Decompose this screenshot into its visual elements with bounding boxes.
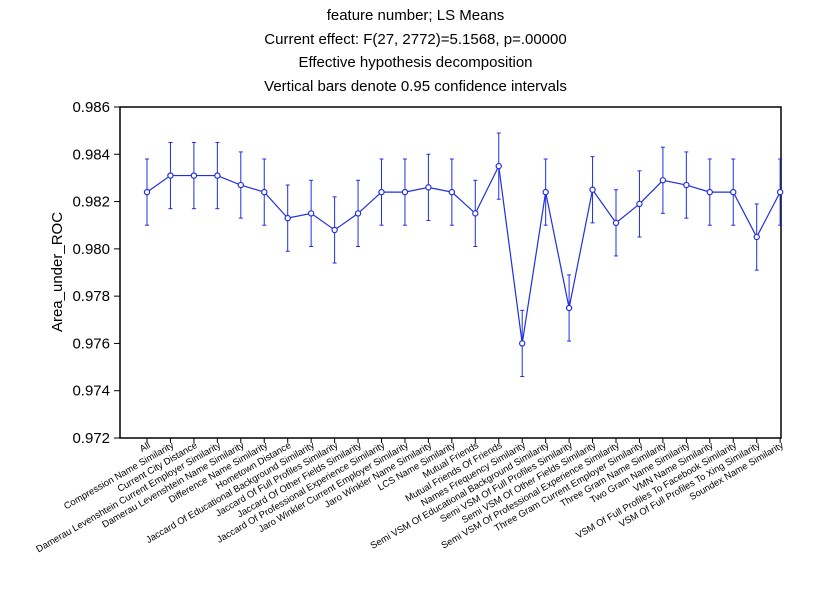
data-point: [307, 210, 315, 217]
data-point: [378, 188, 385, 196]
data-points: [143, 162, 784, 347]
data-point: [519, 340, 526, 347]
error-bars: [145, 132, 783, 378]
data-point: [589, 186, 596, 193]
chart-ci-note: Vertical bars denote 0.95 confidence int…: [264, 77, 567, 95]
data-point: [636, 200, 643, 208]
plot-frame: [119, 106, 782, 439]
data-point: [284, 214, 291, 222]
y-tick-label: 0.982: [72, 194, 110, 211]
chart-decomposition-note: Effective hypothesis decomposition: [298, 54, 533, 71]
x-tick-label: Damerau Levenshtein Current Employer Sim…: [34, 440, 223, 555]
y-tick-label: 0.976: [72, 335, 110, 352]
y-tick-label: 0.986: [72, 99, 110, 116]
data-point: [659, 177, 667, 184]
data-point: [190, 172, 198, 179]
x-tick-label: All: [138, 440, 153, 455]
chart-effect-statistic: Current effect: F(27, 2772)=5.1568, p=.0…: [264, 30, 567, 48]
y-tick-label: 0.972: [72, 430, 110, 447]
data-point: [331, 226, 338, 234]
y-tick-label: 0.978: [72, 288, 110, 305]
data-point: [261, 188, 268, 196]
data-point: [542, 188, 549, 196]
data-point: [143, 188, 151, 196]
data-point: [706, 188, 714, 196]
chart-header: feature number; LS Means Current effect:…: [0, 4, 831, 98]
data-point: [683, 181, 690, 189]
y-tick-label: 0.984: [72, 146, 110, 163]
data-point: [776, 188, 784, 196]
data-point: [448, 188, 456, 196]
y-tick-label: 0.974: [72, 383, 110, 400]
y-tick-label: 0.980: [72, 241, 110, 258]
data-point: [167, 172, 174, 179]
data-point: [472, 210, 479, 217]
data-point: [214, 172, 221, 179]
data-point: [354, 210, 362, 217]
y-axis: 0.972 0.974 0.976 0.978 0.980 0.982 0.984 0.986: [72, 99, 120, 447]
data-point: [495, 162, 502, 170]
data-point: [730, 188, 737, 196]
data-point: [565, 304, 573, 312]
data-point: [753, 233, 760, 241]
chart-title: feature number; LS Means: [326, 7, 505, 24]
data-point: [401, 188, 409, 196]
series-line: [146, 164, 781, 344]
data-point: [425, 184, 432, 191]
data-point: [612, 219, 620, 227]
data-point: [237, 181, 244, 189]
y-axis-label: Area_under_ROC: [49, 212, 66, 332]
